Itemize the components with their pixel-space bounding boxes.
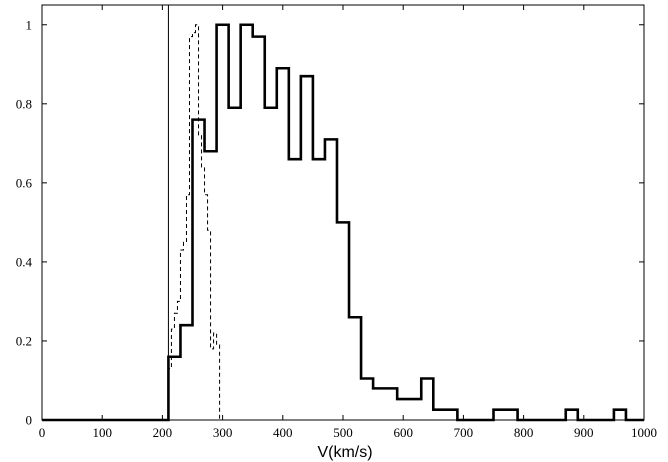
axes: 0 100 200 300 400 500 600 700 800 900 1000 0 0.2 0.4 0… — [16, 4, 657, 440]
histogram-series-dashed — [167, 24, 221, 420]
y-tick-label: 0.6 — [16, 175, 33, 190]
x-tick-label: 0 — [39, 425, 46, 440]
x-tick-label: 800 — [514, 425, 534, 440]
y-tick-label: 0.4 — [16, 254, 33, 269]
y-tick-label: 0.2 — [16, 333, 32, 348]
x-tick-label: 500 — [333, 425, 353, 440]
x-tick-label: 400 — [273, 425, 293, 440]
x-tick-label: 300 — [213, 425, 233, 440]
x-tick-label: 1000 — [631, 425, 657, 440]
x-tick-label: 200 — [153, 425, 173, 440]
plot-area — [42, 5, 644, 422]
y-tick-label: 0.8 — [16, 96, 32, 111]
x-axis-label: V(km/s) — [317, 444, 372, 461]
y-tick-label: 1 — [26, 17, 33, 32]
x-tick-label: 600 — [393, 425, 413, 440]
x-tick-label: 700 — [454, 425, 474, 440]
histogram-series-solid — [42, 23, 644, 422]
x-tick-label: 900 — [574, 425, 594, 440]
plot-frame — [41, 4, 645, 421]
x-tick-label: 100 — [92, 425, 112, 440]
y-tick-label: 0 — [26, 413, 33, 428]
